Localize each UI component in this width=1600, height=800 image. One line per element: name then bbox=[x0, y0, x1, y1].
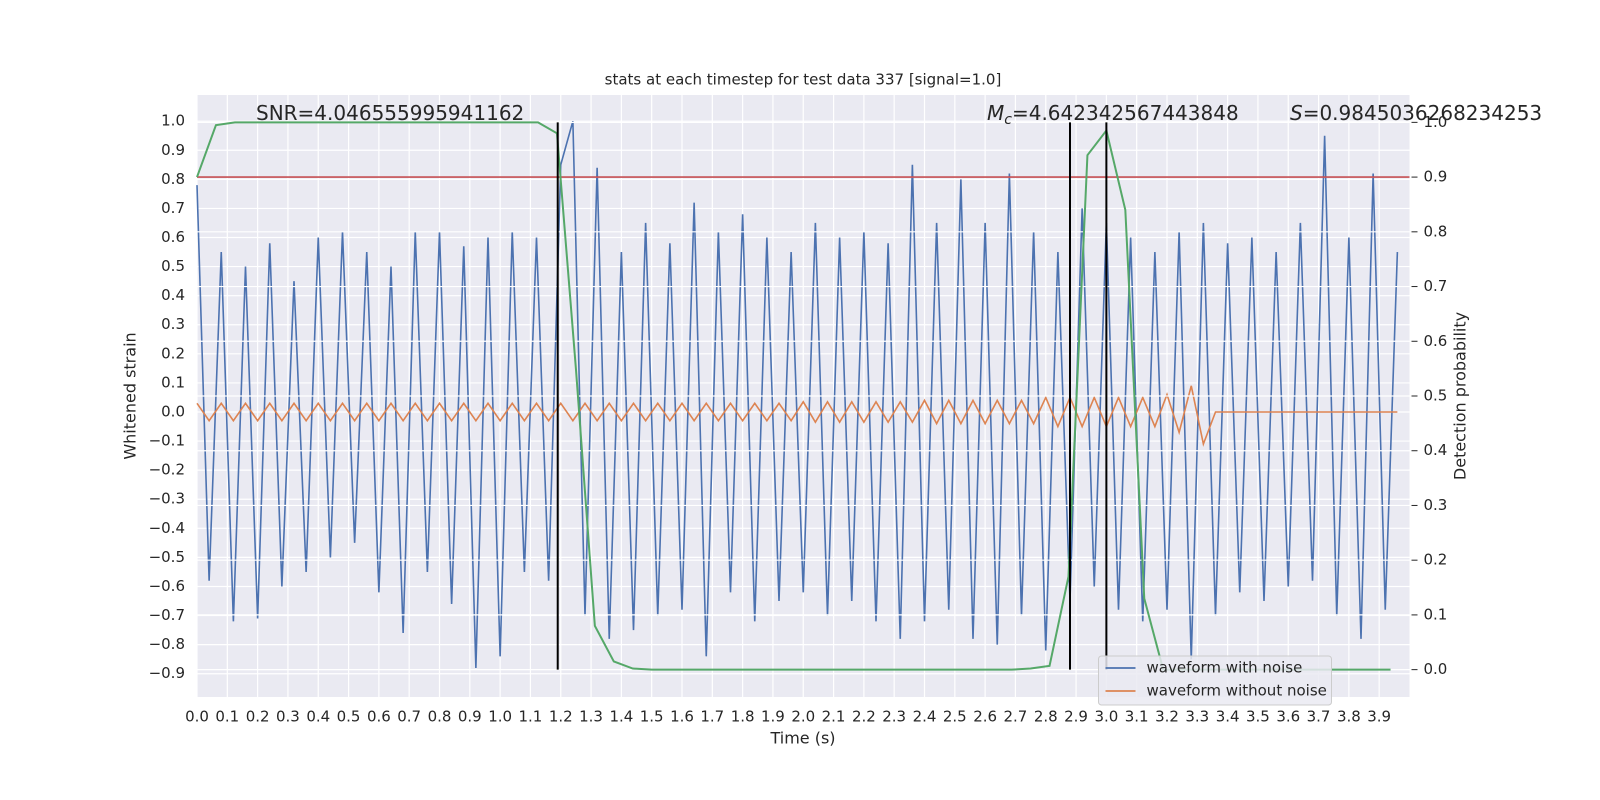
annotation: Mc=4.642342567443848 bbox=[987, 101, 1239, 129]
y2-tick-label: 0.7 bbox=[1424, 277, 1448, 295]
y2-tick-label: 0.1 bbox=[1424, 605, 1448, 623]
annotation-text: =4.642342567443848 bbox=[1012, 101, 1239, 125]
y-tick-label: −0.6 bbox=[149, 577, 185, 595]
x-tick-label: 2.2 bbox=[852, 708, 876, 726]
x-tick-label: 0.4 bbox=[306, 708, 330, 726]
x-tick-label: 1.1 bbox=[519, 708, 543, 726]
annotation-text: =0.9845036268234253 bbox=[1303, 101, 1542, 125]
x-tick-label: 3.1 bbox=[1125, 708, 1149, 726]
x-tick-label: 0.3 bbox=[276, 708, 300, 726]
series-line bbox=[196, 120, 1399, 668]
y-tick-label: 0.1 bbox=[161, 373, 185, 391]
y2-tick-label: 0.9 bbox=[1424, 168, 1448, 186]
x-tick-label: 2.5 bbox=[943, 708, 967, 726]
x-tick-label: 3.4 bbox=[1216, 708, 1240, 726]
x-tick-label: 0.1 bbox=[215, 708, 239, 726]
x-tick-label: 1.7 bbox=[700, 708, 724, 726]
x-tick-label: 3.2 bbox=[1155, 708, 1179, 726]
y-tick-label: 0.5 bbox=[161, 257, 185, 275]
x-tick-label: 2.7 bbox=[1004, 708, 1028, 726]
x-tick-label: 1.8 bbox=[731, 708, 755, 726]
y-tick-label: 0.6 bbox=[161, 228, 185, 246]
x-tick-label: 1.0 bbox=[488, 708, 512, 726]
y2-tick-label: 0.4 bbox=[1424, 441, 1448, 459]
y2-tick-label: 0.8 bbox=[1424, 222, 1448, 240]
y-tick-label: 0.7 bbox=[161, 199, 185, 217]
x-tick-label: 2.1 bbox=[822, 708, 846, 726]
x-tick-label: 3.9 bbox=[1367, 708, 1391, 726]
x-tick-label: 3.8 bbox=[1337, 708, 1361, 726]
legend-label: waveform with noise bbox=[1147, 659, 1303, 677]
y-tick-label: 0.9 bbox=[161, 141, 185, 159]
y-tick-label: −0.8 bbox=[149, 635, 185, 653]
x-tick-label: 2.4 bbox=[913, 708, 937, 726]
x-tick-label: 3.7 bbox=[1307, 708, 1331, 726]
x-tick-label: 3.6 bbox=[1276, 708, 1300, 726]
y-tick-label: −0.4 bbox=[149, 519, 185, 537]
y-tick-label: 1.0 bbox=[161, 112, 185, 130]
legend-label: waveform without noise bbox=[1147, 682, 1327, 700]
x-tick-label: 1.4 bbox=[609, 708, 633, 726]
legend-box bbox=[1098, 655, 1332, 706]
y-tick-label: 0.2 bbox=[161, 344, 185, 362]
annotation-text: SNR=4.046555995941162 bbox=[256, 101, 524, 125]
x-tick-label: 1.5 bbox=[640, 708, 664, 726]
annotation-symbol: S bbox=[1290, 101, 1303, 125]
x-tick-label: 2.8 bbox=[1034, 708, 1058, 726]
y-tick-label: −0.1 bbox=[149, 432, 185, 450]
y2-tick-label: 0.5 bbox=[1424, 387, 1448, 405]
x-tick-label: 0.9 bbox=[458, 708, 482, 726]
y2-tick-label: 1.0 bbox=[1424, 113, 1448, 131]
y-tick-label: 0.3 bbox=[161, 315, 185, 333]
x-tick-label: 1.9 bbox=[761, 708, 785, 726]
y2-tick-label: 0.0 bbox=[1424, 660, 1448, 678]
y-axis-label: Whitened strain bbox=[121, 332, 140, 459]
x-axis-label: Time (s) bbox=[769, 729, 835, 748]
annotation-symbol: M bbox=[987, 101, 1004, 125]
annotation: S=0.9845036268234253 bbox=[1290, 101, 1542, 125]
chart-title: stats at each timestep for test data 337… bbox=[605, 71, 1002, 89]
x-tick-label: 1.2 bbox=[549, 708, 573, 726]
y-tick-label: −0.3 bbox=[149, 490, 185, 508]
y-tick-label: −0.2 bbox=[149, 461, 185, 479]
x-tick-label: 2.6 bbox=[973, 708, 997, 726]
y-tick-label: 0.4 bbox=[161, 286, 185, 304]
y2-tick-label: 0.6 bbox=[1424, 332, 1448, 350]
x-tick-label: 1.3 bbox=[579, 708, 603, 726]
x-tick-label: 0.5 bbox=[337, 708, 361, 726]
x-tick-label: 3.3 bbox=[1185, 708, 1209, 726]
series-line bbox=[196, 385, 1398, 447]
y2-tick-label: 0.2 bbox=[1424, 551, 1448, 569]
y-tick-label: −0.7 bbox=[149, 606, 185, 624]
y-tick-label: −0.9 bbox=[149, 664, 185, 682]
annotation-subscript: c bbox=[1004, 112, 1012, 128]
x-tick-label: 0.0 bbox=[185, 708, 209, 726]
y-tick-label: 0.8 bbox=[161, 170, 185, 188]
annotation: SNR=4.046555995941162 bbox=[256, 101, 524, 125]
x-tick-label: 3.5 bbox=[1246, 708, 1270, 726]
y2-axis-label: Detection probability bbox=[1451, 312, 1470, 480]
x-tick-label: 1.6 bbox=[670, 708, 694, 726]
x-tick-label: 0.7 bbox=[397, 708, 421, 726]
x-tick-label: 2.0 bbox=[791, 708, 815, 726]
x-tick-label: 0.8 bbox=[428, 708, 452, 726]
x-tick-label: 0.6 bbox=[367, 708, 391, 726]
x-tick-label: 0.2 bbox=[246, 708, 270, 726]
x-tick-label: 2.9 bbox=[1064, 708, 1088, 726]
x-tick-label: 3.0 bbox=[1094, 708, 1118, 726]
y2-tick-label: 0.3 bbox=[1424, 496, 1448, 514]
y-tick-label: −0.5 bbox=[149, 548, 185, 566]
y-tick-label: 0.0 bbox=[161, 402, 185, 420]
x-tick-label: 2.3 bbox=[882, 708, 906, 726]
